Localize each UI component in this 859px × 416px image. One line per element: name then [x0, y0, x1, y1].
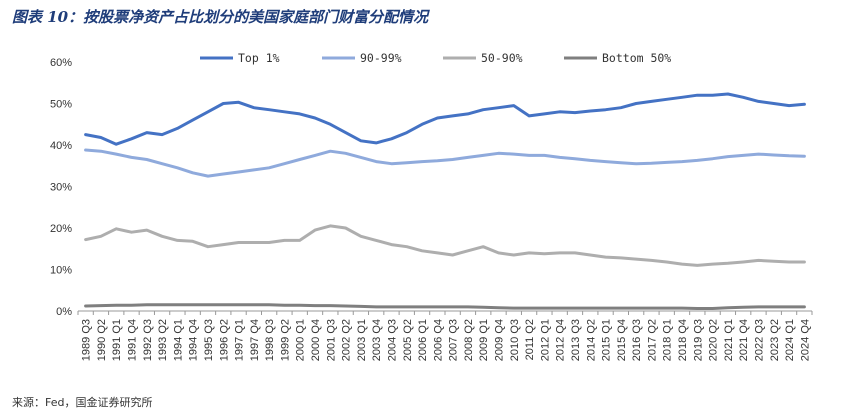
legend-label: 90-99% — [360, 51, 402, 65]
y-tick-label: 20% — [50, 223, 72, 235]
x-tick-label: 2018 Q1 — [662, 319, 674, 361]
legend-label: 50-90% — [481, 51, 523, 65]
x-tick-label: 2006 Q4 — [432, 319, 444, 361]
x-tick-label: 2012 Q1 — [539, 319, 551, 361]
x-tick-label: 2012 Q4 — [555, 319, 567, 361]
x-tick-label: 2010 Q3 — [509, 319, 521, 361]
legend-label: Top 1% — [238, 51, 280, 65]
x-tick-label: 1995 Q3 — [203, 319, 215, 361]
x-tick-label: 1994 Q4 — [188, 319, 200, 361]
x-tick-label: 1997 Q4 — [249, 319, 261, 361]
x-tick-label: 1991 Q4 — [127, 319, 139, 361]
series-line-0 — [84, 92, 806, 146]
x-tick-label: 2011 Q2 — [524, 319, 536, 360]
x-tick-label: 2003 Q1 — [356, 319, 368, 361]
x-tick-label: 2008 Q2 — [463, 319, 475, 361]
x-tick-label: 2022 Q3 — [753, 319, 765, 361]
chart-series — [84, 92, 806, 310]
y-tick-label: 30% — [50, 182, 72, 194]
x-tick-label: 1989 Q3 — [81, 319, 93, 361]
x-tick-label: 2021 Q4 — [738, 319, 750, 361]
x-tick-label: 1996 Q2 — [218, 319, 230, 361]
x-tick-label: 2015 Q1 — [601, 319, 613, 361]
x-tick-label: 2024 Q1 — [784, 319, 796, 361]
x-tick-label: 2002 Q2 — [341, 319, 353, 361]
x-tick-label: 1992 Q3 — [142, 319, 154, 361]
x-tick-label: 2013 Q3 — [570, 319, 582, 361]
x-tick-label: 2021 Q1 — [723, 319, 735, 361]
x-tick-label: 2004 Q3 — [386, 319, 398, 361]
x-tick-label: 2016 Q3 — [631, 319, 643, 361]
x-tick-label: 2009 Q4 — [494, 319, 506, 361]
x-tick-label: 1990 Q2 — [96, 319, 108, 361]
x-tick-label: 2007 Q3 — [448, 319, 460, 361]
x-tick-label: 2005 Q2 — [402, 319, 414, 361]
chart-legend: Top 1% 90-99% 50-90% Bottom 50% — [200, 51, 671, 65]
x-tick-label: 2018 Q4 — [677, 319, 689, 361]
series-line-3 — [84, 303, 806, 310]
y-tick-label: 40% — [50, 140, 72, 152]
x-tick-label: 2014 Q2 — [585, 319, 597, 361]
x-tick-label: 2000 Q4 — [310, 319, 322, 361]
x-tick-label: 2015 Q4 — [616, 319, 628, 361]
x-tick-label: 2006 Q1 — [417, 319, 429, 361]
source-note: 来源：Fed，国金证券研究所 — [12, 396, 153, 409]
x-tick-label: 2003 Q4 — [371, 319, 383, 361]
chart-title: 图表 10：按股票净资产占比划分的美国家庭部门财富分配情况 — [12, 8, 429, 26]
x-tick-label: 2023 Q2 — [769, 319, 781, 361]
y-tick-label: 10% — [50, 265, 72, 277]
x-tick-label: 1999 Q2 — [279, 319, 291, 361]
x-tick-label: 1994 Q1 — [172, 319, 184, 361]
series-line-1 — [84, 148, 806, 178]
x-tick-label: 1998 Q3 — [264, 319, 276, 361]
x-tick-label: 2024 Q4 — [799, 319, 811, 361]
legend-label: Bottom 50% — [602, 51, 671, 65]
x-tick-label: 2009 Q1 — [478, 319, 490, 361]
x-tick-label: 2017 Q2 — [646, 319, 658, 361]
x-tick-label: 1997 Q1 — [234, 319, 246, 361]
series-line-2 — [84, 224, 806, 267]
y-tick-label: 50% — [50, 99, 72, 111]
x-tick-label: 2020 Q2 — [708, 319, 720, 361]
y-tick-label: 0% — [56, 306, 72, 318]
x-tick-label: 1991 Q1 — [111, 319, 123, 361]
x-tick-label: 1993 Q2 — [157, 319, 169, 361]
x-tick-label: 2000 Q1 — [295, 319, 307, 361]
x-tick-label: 2019 Q3 — [692, 319, 704, 361]
y-tick-label: 60% — [50, 57, 72, 69]
chart-axes: 0%10%20%30%40%50%60%1989 Q3 1990 Q2 1991 Q… — [50, 57, 813, 361]
x-tick-label: 2001 Q3 — [325, 319, 337, 361]
